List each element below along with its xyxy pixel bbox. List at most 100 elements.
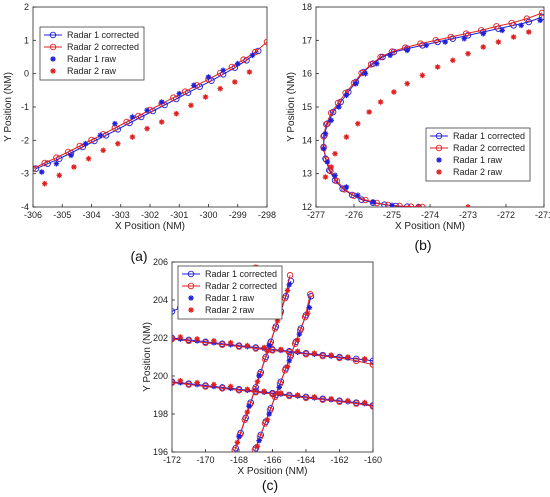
point-radar-2-raw — [56, 172, 63, 179]
point-radar-2-raw — [377, 99, 384, 105]
point-radar-2-raw — [246, 69, 253, 75]
y-axis-label: Y Position (NM) — [142, 322, 153, 392]
point-radar-2-raw — [361, 399, 368, 406]
point-radar-2-corrected — [323, 121, 330, 128]
point-radar-1-raw — [112, 120, 118, 127]
y-tick-label: 2 — [24, 2, 29, 12]
y-tick-label: -3 — [21, 169, 29, 179]
point-radar-1-raw — [355, 192, 361, 199]
point-radar-2-corrected — [271, 393, 279, 401]
point-radar-1-raw — [38, 169, 45, 175]
point-radar-2-raw — [419, 72, 426, 79]
point-radar-1-corrected — [464, 32, 472, 39]
point-radar-2-corrected — [302, 350, 310, 358]
point-radar-1-corrected — [369, 357, 373, 365]
point-radar-2-raw — [328, 164, 334, 170]
point-radar-2-raw — [211, 338, 217, 344]
legend-marker — [435, 132, 443, 140]
y-tick-label: 18 — [302, 2, 312, 12]
point-radar-2-corrected — [302, 394, 310, 402]
x-tick-label: -272 — [497, 210, 515, 220]
series-line-radar-2-corrected — [33, 41, 267, 170]
point-radar-2-corrected — [170, 94, 177, 101]
point-radar-2-corrected — [286, 392, 293, 400]
legend-marker — [187, 270, 195, 278]
point-radar-2-raw — [526, 29, 532, 35]
point-radar-1-corrected — [449, 35, 457, 42]
legend-marker — [50, 68, 56, 74]
x-tick-label: -277 — [307, 210, 325, 220]
point-radar-2-corrected — [417, 40, 424, 47]
point-radar-2-corrected — [172, 335, 176, 343]
point-radar-1-corrected — [434, 38, 441, 46]
point-radar-2-corrected — [235, 387, 243, 394]
point-radar-2-raw — [85, 155, 92, 162]
point-radar-2-raw — [361, 356, 368, 362]
x-axis-label: X Position (NM) — [395, 221, 465, 232]
point-radar-1-raw — [246, 403, 252, 410]
point-radar-2-corrected — [271, 325, 279, 332]
point-radar-2-corrected — [462, 30, 470, 37]
y-tick-label: 13 — [302, 169, 312, 179]
series-layer — [320, 9, 544, 207]
point-radar-2-corrected — [281, 367, 289, 374]
point-radar-2-raw — [465, 50, 471, 57]
x-tick-label: -298 — [258, 210, 276, 220]
x-axis-label: X Position (NM) — [115, 221, 185, 232]
legend-marker — [49, 31, 57, 39]
legend-marker — [435, 144, 443, 152]
x-tick-label: -166 — [263, 455, 281, 465]
point-radar-2-corrected — [202, 383, 209, 390]
point-radar-2-corrected — [269, 347, 276, 354]
y-tick-label: 202 — [153, 333, 168, 343]
point-radar-1-raw — [296, 331, 303, 337]
x-tick-label: -306 — [24, 210, 42, 220]
x-tick-label: -275 — [383, 210, 401, 220]
legend-entry: Radar 2 corrected — [205, 281, 277, 291]
point-radar-2-raw — [254, 443, 261, 450]
legend-entry: Radar 2 corrected — [67, 42, 139, 52]
point-radar-2-raw — [480, 44, 486, 50]
x-tick-label: -304 — [82, 210, 100, 220]
legend-entry: Radar 2 corrected — [453, 143, 525, 153]
point-radar-2-corrected — [218, 341, 226, 348]
point-radar-2-raw — [217, 85, 223, 92]
point-radar-2-raw — [284, 287, 291, 294]
y-axis-label: Y Position (NM) — [3, 72, 14, 142]
point-radar-2-raw — [188, 102, 194, 109]
legend: Radar 1 corrected Radar 2 corrected Radar … — [39, 26, 145, 81]
point-radar-2-raw — [311, 394, 318, 400]
point-radar-2-corrected — [263, 38, 267, 46]
y-tick-label: 196 — [153, 447, 168, 457]
x-tick-label: -302 — [141, 210, 159, 220]
x-tick-label: -164 — [297, 455, 315, 465]
point-radar-1-raw — [220, 67, 226, 74]
x-tick-label: -305 — [53, 210, 71, 220]
point-radar-1-raw — [144, 107, 150, 114]
point-radar-2-raw — [261, 388, 267, 394]
point-radar-2-raw — [129, 134, 136, 140]
point-radar-2-raw — [328, 352, 334, 358]
series-line-radar-1-corrected — [172, 337, 373, 362]
point-radar-2-raw — [328, 396, 334, 402]
point-radar-1-raw — [53, 160, 60, 167]
point-radar-2-raw — [211, 381, 217, 388]
point-radar-2-raw — [234, 439, 241, 446]
point-radar-2-corrected — [218, 385, 226, 392]
point-radar-2-raw — [264, 348, 271, 355]
point-radar-2-corrected — [202, 339, 209, 347]
x-tick-label: -168 — [230, 455, 248, 465]
point-radar-1-raw — [97, 132, 104, 139]
point-radar-2-raw — [495, 39, 502, 45]
x-tick-label: -273 — [459, 210, 477, 220]
legend: Radar 1 corrected Radar 2 corrected Radar … — [425, 127, 531, 182]
point-radar-1-raw — [499, 27, 505, 34]
x-tick-label: -299 — [229, 210, 247, 220]
point-radar-2-raw — [284, 363, 291, 370]
point-radar-2-raw — [177, 334, 184, 340]
point-radar-2-corrected — [369, 361, 373, 368]
y-tick-label: 0 — [24, 69, 29, 79]
point-radar-1-raw — [336, 104, 342, 110]
point-radar-2-raw — [261, 344, 267, 351]
point-radar-2-corrected — [251, 446, 259, 452]
